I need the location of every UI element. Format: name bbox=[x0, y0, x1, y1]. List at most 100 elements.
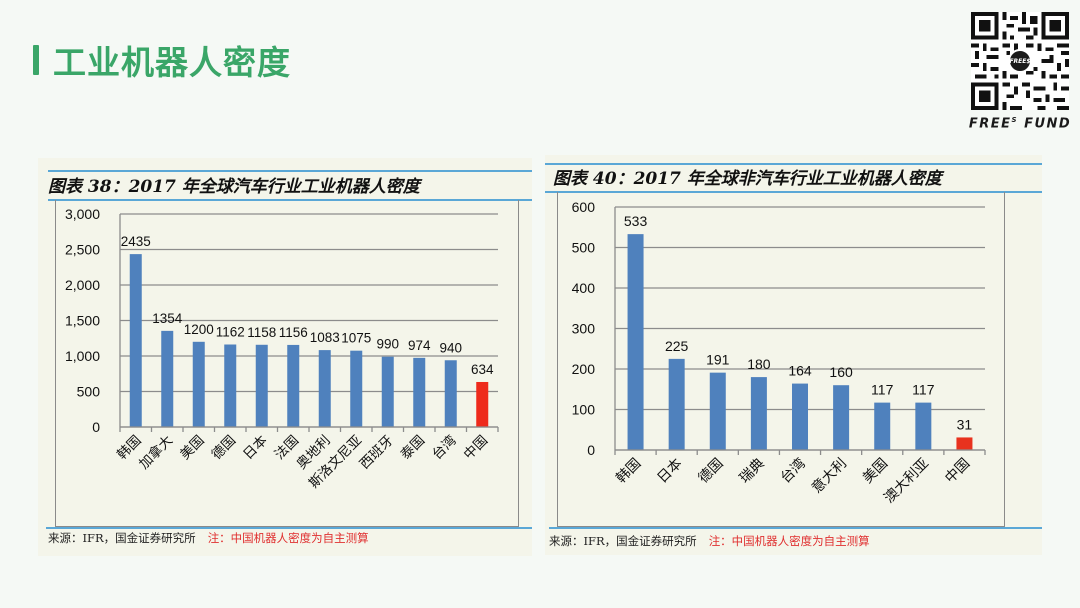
y-tick-label: 1,000 bbox=[65, 348, 100, 364]
title-bottom-rule bbox=[48, 199, 532, 201]
value-label: 533 bbox=[624, 213, 648, 229]
y-tick-label: 0 bbox=[92, 419, 100, 435]
bar bbox=[318, 350, 331, 427]
bar bbox=[192, 341, 205, 427]
qr-badge-logo: FREE$ bbox=[1008, 49, 1032, 73]
y-tick-label: 500 bbox=[572, 240, 596, 256]
category-label: 韩国 bbox=[613, 456, 644, 487]
chart-source: 来源：IFR，国金证券研究所 注：中国机器人密度为自主测算 bbox=[48, 530, 369, 546]
y-tick-label: 0 bbox=[587, 442, 595, 458]
value-label: 1200 bbox=[184, 322, 214, 337]
bar bbox=[915, 402, 932, 450]
bar bbox=[413, 357, 426, 427]
title-top-rule bbox=[48, 170, 532, 172]
value-label: 1162 bbox=[216, 324, 245, 339]
bar bbox=[381, 356, 394, 427]
value-label: 1158 bbox=[247, 325, 276, 340]
source-text: 来源：IFR，国金证券研究所 bbox=[549, 534, 697, 548]
y-tick-label: 2,000 bbox=[65, 277, 100, 293]
bar bbox=[129, 254, 142, 427]
qr-code-icon: FREE$ bbox=[971, 12, 1069, 110]
category-label: 瑞典 bbox=[737, 456, 768, 487]
title-bottom-rule bbox=[545, 191, 1042, 193]
value-label: 117 bbox=[871, 382, 894, 398]
value-label: 117 bbox=[912, 382, 935, 398]
brand-qr-block: FREE$ FREES FUND bbox=[968, 12, 1072, 131]
bar bbox=[956, 437, 973, 450]
bar bbox=[668, 358, 685, 450]
value-label: 160 bbox=[829, 364, 853, 380]
source-rule bbox=[549, 527, 1042, 529]
chart-title: 图表 38：2017 年全球汽车行业工业机器人密度 bbox=[48, 177, 420, 197]
title-top-rule bbox=[545, 163, 1042, 165]
category-label: 中国 bbox=[461, 433, 491, 463]
value-label: 1354 bbox=[152, 311, 183, 326]
brand-caption-tail: FUND bbox=[1024, 116, 1072, 132]
category-label: 日本 bbox=[240, 432, 271, 463]
brand-caption: FREES FUND bbox=[968, 116, 1072, 131]
bar bbox=[476, 381, 489, 427]
bar bbox=[627, 234, 644, 450]
value-label: 634 bbox=[471, 362, 494, 377]
value-label: 31 bbox=[957, 416, 973, 432]
y-tick-label: 100 bbox=[572, 402, 596, 418]
brand-caption-main: FREE bbox=[968, 116, 1012, 132]
bar bbox=[287, 344, 300, 427]
category-label: 德国 bbox=[695, 456, 726, 487]
page-title-text: 工业机器人密度 bbox=[53, 43, 291, 82]
chart-frame bbox=[557, 192, 1005, 527]
y-tick-label: 2,500 bbox=[65, 242, 100, 258]
value-label: 180 bbox=[747, 356, 771, 372]
qr-pattern bbox=[971, 12, 1069, 110]
category-label: 加拿大 bbox=[135, 432, 176, 473]
bar bbox=[224, 344, 237, 427]
bar bbox=[255, 344, 268, 427]
category-label: 美国 bbox=[860, 456, 891, 487]
value-label: 990 bbox=[376, 337, 399, 352]
chart-source: 来源：IFR，国金证券研究所 注：中国机器人密度为自主测算 bbox=[549, 533, 870, 549]
bar bbox=[750, 377, 767, 450]
y-tick-label: 300 bbox=[572, 321, 596, 337]
category-label: 中国 bbox=[942, 456, 973, 487]
bar bbox=[161, 330, 174, 427]
chart-panel-non-automotive: 图表 40：2017 年全球非汽车行业工业机器人密度 0 100 200 300 400… bbox=[545, 155, 1042, 555]
brand-caption-sup: S bbox=[1011, 116, 1019, 124]
value-label: 1156 bbox=[279, 325, 308, 340]
value-label: 1075 bbox=[341, 331, 371, 346]
category-label: 台湾 bbox=[777, 455, 809, 487]
category-label: 台湾 bbox=[428, 432, 459, 463]
value-label: 2435 bbox=[121, 234, 151, 249]
category-label: 美国 bbox=[177, 433, 207, 463]
value-label: 974 bbox=[408, 338, 431, 353]
source-note: 注：中国机器人密度为自主测算 bbox=[207, 531, 369, 545]
y-tick-label: 500 bbox=[77, 384, 101, 400]
source-text: 来源：IFR，国金证券研究所 bbox=[48, 531, 196, 545]
category-label: 泰国 bbox=[398, 433, 428, 463]
y-tick-label: 200 bbox=[572, 361, 596, 377]
y-tick-label: 600 bbox=[572, 199, 596, 215]
bar bbox=[833, 385, 850, 450]
category-label: 意大利 bbox=[808, 455, 850, 497]
bar bbox=[792, 383, 808, 450]
category-label: 澳大利亚 bbox=[881, 456, 932, 507]
category-label: 日本 bbox=[654, 456, 685, 487]
bar bbox=[709, 372, 726, 450]
chart-frame bbox=[55, 200, 519, 527]
chart-title: 图表 40：2017 年全球非汽车行业工业机器人密度 bbox=[553, 169, 942, 189]
value-label: 940 bbox=[439, 340, 462, 355]
bar bbox=[350, 350, 363, 427]
bar-chart-non-automotive: 0 100 200 300 400 500 600 533 韩国 225 日本 191 德国 180 瑞典 1… bbox=[572, 199, 986, 507]
source-rule bbox=[46, 527, 532, 529]
bar-chart-automotive: 05001,0001,5002,0002,5003,0002435韩国1354加… bbox=[65, 206, 499, 492]
value-label: 164 bbox=[788, 363, 812, 379]
y-tick-label: 400 bbox=[572, 280, 596, 296]
source-note: 注：中国机器人密度为自主测算 bbox=[708, 534, 870, 548]
category-label: 西班牙 bbox=[357, 433, 397, 473]
category-label: 德国 bbox=[209, 433, 239, 463]
bar bbox=[874, 402, 891, 450]
value-label: 191 bbox=[706, 352, 730, 368]
chart-panel-automotive: 图表 38：2017 年全球汽车行业工业机器人密度 0 500 1,000 1,500… bbox=[38, 158, 532, 556]
value-label: 1083 bbox=[310, 330, 340, 345]
value-label: 225 bbox=[665, 338, 689, 354]
y-tick-label: 3,000 bbox=[65, 206, 100, 222]
